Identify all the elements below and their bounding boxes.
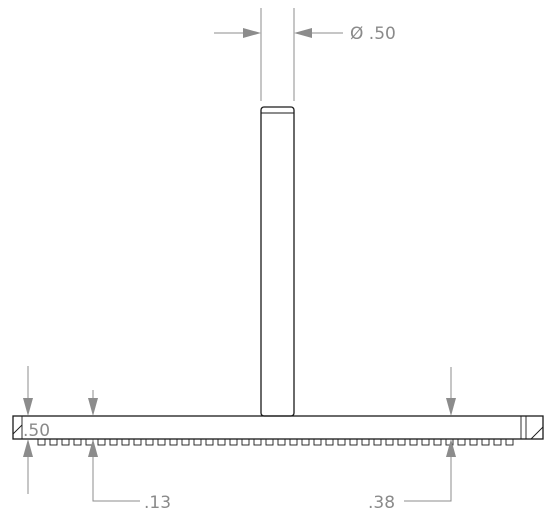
hole bbox=[361, 438, 370, 446]
base-plate bbox=[12, 415, 544, 446]
hole bbox=[193, 438, 202, 446]
dimension-013: .13 bbox=[88, 390, 171, 513]
hole bbox=[241, 438, 250, 446]
hole bbox=[157, 438, 166, 446]
base-height-label: .50 bbox=[23, 421, 50, 441]
arrowhead bbox=[294, 28, 312, 38]
svg-text:Ø .50: Ø .50 bbox=[350, 24, 396, 44]
hole bbox=[409, 438, 418, 446]
shaft bbox=[260, 106, 295, 417]
hole bbox=[169, 438, 178, 446]
arrowhead bbox=[88, 439, 98, 457]
hole bbox=[493, 438, 502, 446]
base-height-dimension: .50 bbox=[23, 366, 50, 494]
hole bbox=[385, 438, 394, 446]
hole-row bbox=[37, 438, 514, 446]
hole bbox=[373, 438, 382, 446]
hole bbox=[301, 438, 310, 446]
arrowhead bbox=[446, 439, 456, 457]
hole bbox=[181, 438, 190, 446]
hole bbox=[61, 438, 70, 446]
diameter-value: .50 bbox=[369, 24, 396, 44]
hole bbox=[313, 438, 322, 446]
hole bbox=[397, 438, 406, 446]
hole bbox=[145, 438, 154, 446]
hole bbox=[253, 438, 262, 446]
arrowhead bbox=[88, 398, 98, 416]
arrowhead bbox=[23, 439, 33, 457]
hole bbox=[109, 438, 118, 446]
arrowhead bbox=[23, 398, 33, 416]
hole bbox=[433, 438, 442, 446]
dim-013-label: .13 bbox=[144, 493, 171, 513]
shaft-diameter-dimension: Ø .50 bbox=[214, 8, 396, 101]
hole bbox=[505, 438, 514, 446]
hole bbox=[37, 438, 46, 446]
hole bbox=[73, 438, 82, 446]
hole bbox=[481, 438, 490, 446]
hole bbox=[217, 438, 226, 446]
hole bbox=[469, 438, 478, 446]
hole bbox=[229, 438, 238, 446]
hole bbox=[457, 438, 466, 446]
hole bbox=[349, 438, 358, 446]
hole bbox=[49, 438, 58, 446]
dimension-038: .38 bbox=[368, 367, 456, 513]
arrowhead bbox=[446, 398, 456, 416]
hole bbox=[205, 438, 214, 446]
hole bbox=[265, 438, 274, 446]
hole bbox=[325, 438, 334, 446]
hole bbox=[421, 438, 430, 446]
hole bbox=[121, 438, 130, 446]
hole bbox=[97, 438, 106, 446]
hole bbox=[133, 438, 142, 446]
arrowhead bbox=[243, 28, 261, 38]
hole bbox=[277, 438, 286, 446]
diameter-symbol: Ø bbox=[350, 24, 363, 44]
hole bbox=[337, 438, 346, 446]
dim-038-label: .38 bbox=[368, 493, 395, 513]
hole bbox=[289, 438, 298, 446]
